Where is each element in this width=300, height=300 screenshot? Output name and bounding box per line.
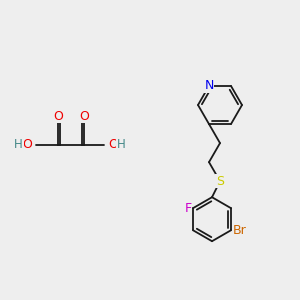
Text: O: O [108,139,118,152]
Text: H: H [14,139,23,152]
Text: F: F [184,202,191,215]
Text: O: O [22,139,32,152]
Text: O: O [79,110,89,122]
Text: Br: Br [233,224,247,237]
Text: H: H [117,139,126,152]
Text: S: S [216,175,224,188]
Text: N: N [204,80,214,92]
Text: O: O [53,110,63,122]
